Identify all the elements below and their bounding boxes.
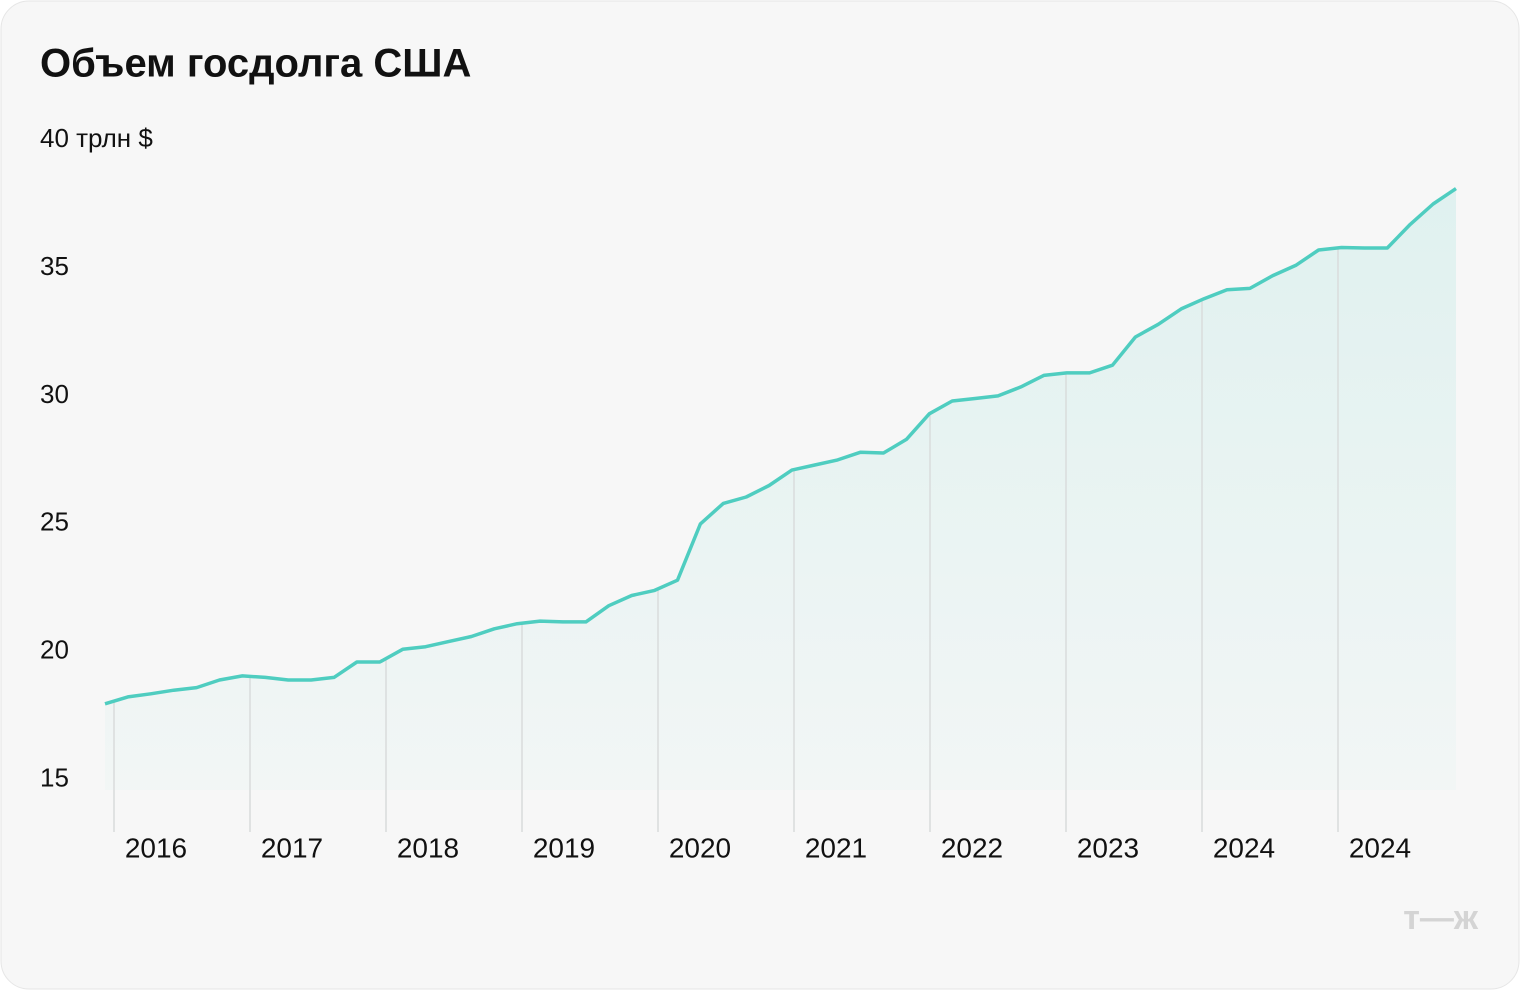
chart-title: Объем госдолга США — [40, 42, 471, 86]
y-tick-label: 20 — [40, 635, 69, 665]
x-tick-label: 2018 — [397, 832, 459, 863]
x-tick-label: 2024 — [1349, 832, 1411, 863]
x-tick-label: 2021 — [805, 832, 867, 863]
brand-logo: т—ж — [1403, 899, 1479, 937]
x-tick-label: 2016 — [125, 832, 187, 863]
y-tick-label: 25 — [40, 507, 69, 537]
y-tick-label: 15 — [40, 763, 69, 793]
x-tick-label: 2019 — [533, 832, 595, 863]
area-fill — [105, 188, 1456, 791]
x-tick-label: 2022 — [941, 832, 1003, 863]
x-tick-label: 2020 — [669, 832, 731, 863]
y-tick-label: 40 трлн $ — [40, 123, 153, 153]
y-tick-label: 30 — [40, 379, 69, 409]
line — [104, 187, 1457, 706]
y-tick-label: 35 — [40, 251, 69, 281]
x-tick-label: 2023 — [1077, 832, 1139, 863]
x-tick-label: 2017 — [261, 832, 323, 863]
x-tick-label: 2024 — [1213, 832, 1275, 863]
